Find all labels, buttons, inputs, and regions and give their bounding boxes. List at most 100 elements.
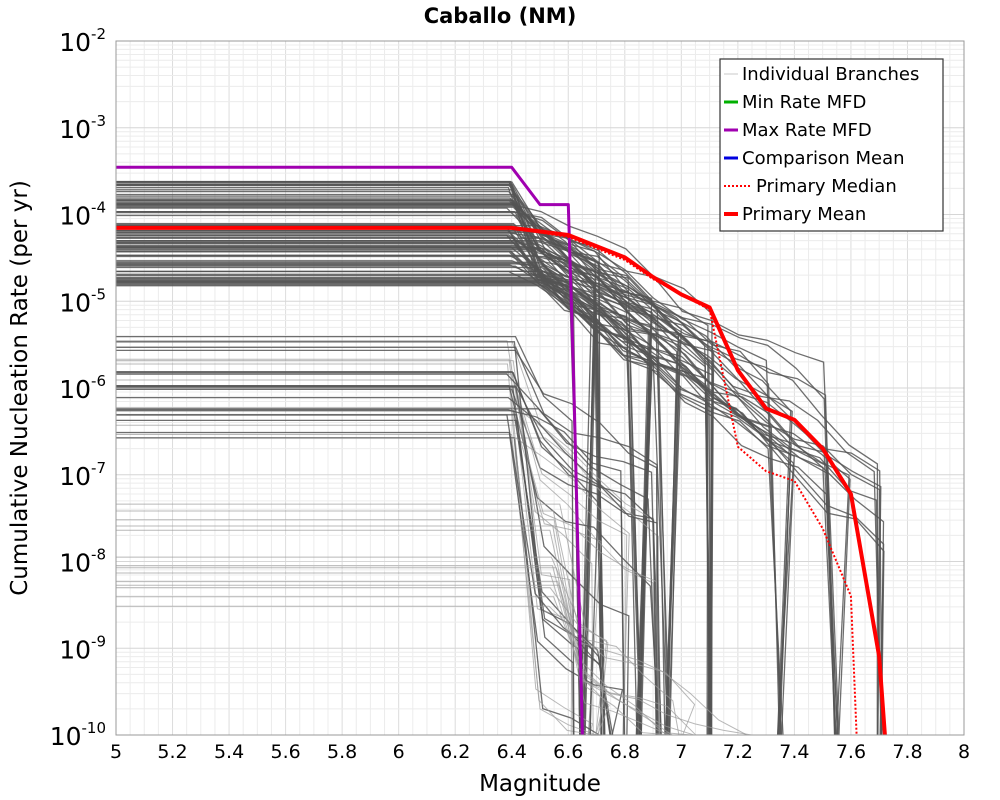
branch-line — [116, 341, 612, 736]
branch-line — [116, 255, 714, 736]
y-tick-label: 10-9 — [59, 632, 106, 664]
y-tick-exponent: -8 — [91, 546, 106, 564]
y-tick-label: 10-4 — [59, 199, 106, 231]
y-tick-label: 10-10 — [50, 719, 106, 751]
y-tick-exponent: -6 — [91, 372, 106, 390]
y-tick-label: 10-2 — [59, 25, 106, 57]
x-tick-label: 7.6 — [836, 741, 866, 763]
plot-frame — [115, 40, 965, 736]
legend-label-individual-branches: Individual Branches — [742, 64, 919, 85]
branch-line — [116, 410, 660, 736]
branch-line — [116, 254, 651, 736]
branch-line — [116, 241, 597, 736]
x-tick-label: 5.6 — [270, 741, 300, 763]
branch-line — [116, 186, 651, 736]
y-tick-base: 10 — [59, 549, 91, 578]
branch-line — [116, 340, 594, 736]
branch-line — [116, 210, 836, 736]
y-tick-exponent: -9 — [91, 632, 106, 650]
legend-label-primary-mean: Primary Mean — [742, 204, 866, 225]
branch-line — [116, 414, 575, 736]
y-tick-exponent: -4 — [91, 199, 106, 217]
x-tick-label: 5 — [110, 741, 122, 763]
y-tick-base: 10 — [59, 462, 91, 491]
branch-line — [116, 225, 709, 736]
branch-line — [116, 363, 593, 736]
branch-line — [116, 434, 625, 736]
y-tick-exponent: -5 — [91, 285, 106, 303]
x-tick-label: 7.2 — [723, 741, 753, 763]
branch-line — [116, 384, 660, 736]
branch-line — [116, 431, 624, 736]
x-tick-label: 6.2 — [440, 741, 470, 763]
y-tick-label: 10-7 — [59, 459, 106, 491]
x-tick-label: 7 — [675, 741, 687, 763]
y-tick-base: 10 — [59, 28, 91, 57]
branch-line — [116, 183, 883, 736]
branch-line — [116, 396, 626, 736]
x-tick-label: 5.8 — [327, 741, 357, 763]
branch-line — [116, 379, 628, 736]
x-axis-label: Magnitude — [479, 771, 601, 797]
x-tick-label: 6 — [393, 741, 405, 763]
branch-line — [116, 204, 840, 736]
y-tick-exponent: -10 — [82, 719, 107, 737]
legend-box — [719, 58, 944, 232]
y-ticks: 10-210-310-410-510-610-710-810-910-10 — [50, 25, 106, 751]
series-primary-median-line — [116, 226, 858, 736]
x-tick-label: 6.8 — [610, 741, 640, 763]
branch-line — [116, 371, 599, 736]
branch-line — [116, 206, 839, 736]
x-tick-label: 5.4 — [214, 741, 244, 763]
y-tick-exponent: -7 — [91, 459, 106, 477]
branch-line — [116, 241, 712, 736]
branch-line — [116, 387, 624, 736]
legend: Individual Branches Min Rate MFD Max Rate … — [719, 58, 944, 232]
y-tick-base: 10 — [59, 375, 91, 404]
branch-line — [116, 510, 696, 736]
branch-line — [116, 503, 680, 736]
branch-line — [116, 260, 669, 736]
x-tick-label: 7.4 — [779, 741, 809, 763]
y-tick-base: 10 — [59, 115, 91, 144]
x-tick-label: 7.8 — [892, 741, 922, 763]
branch-line — [116, 246, 653, 736]
y-tick-label: 10-6 — [59, 372, 106, 404]
branch-line — [116, 202, 881, 736]
y-tick-exponent: -2 — [91, 25, 106, 43]
y-tick-base: 10 — [59, 288, 91, 317]
branch-line — [116, 245, 714, 736]
chart-title: Caballo (NM) — [424, 4, 577, 28]
legend-label-primary-median: Primary Median — [756, 176, 897, 197]
branch-line — [116, 335, 575, 736]
y-tick-base: 10 — [59, 635, 91, 664]
y-tick-label: 10-8 — [59, 546, 106, 578]
series-max-rate-mfd-line — [116, 165, 584, 736]
y-tick-base: 10 — [50, 722, 82, 751]
x-tick-label: 6.6 — [553, 741, 583, 763]
y-tick-base: 10 — [59, 202, 91, 231]
legend-label-min-rate-mfd: Min Rate MFD — [742, 92, 866, 113]
axes — [115, 40, 965, 736]
branch-line — [116, 246, 713, 736]
y-axis-label: Cumulative Nucleation Rate (per yr) — [7, 180, 33, 596]
branch-line — [116, 409, 625, 736]
branch-line — [116, 234, 592, 736]
branch-line — [116, 349, 660, 736]
x-tick-label: 5.2 — [157, 741, 187, 763]
x-ticks: 5 5.2 5.4 5.6 5.8 6 6.2 6.4 6.6 6.8 7 7.2 7.4 7.6 7.8 8 — [110, 741, 970, 763]
branch-line — [116, 373, 659, 736]
x-tick-label: 6.4 — [497, 741, 527, 763]
individual-branches — [116, 180, 885, 736]
legend-label-comparison-mean: Comparison Mean — [742, 148, 905, 169]
series-layer — [116, 165, 887, 736]
y-tick-exponent: -3 — [91, 112, 106, 130]
branch-line — [116, 200, 598, 736]
branch-line — [116, 184, 605, 736]
x-tick-label: 8 — [958, 741, 970, 763]
y-tick-label: 10-5 — [59, 285, 106, 317]
legend-label-max-rate-mfd: Max Rate MFD — [742, 120, 872, 141]
series-primary-mean-line — [116, 225, 887, 736]
y-tick-label: 10-3 — [59, 112, 106, 144]
